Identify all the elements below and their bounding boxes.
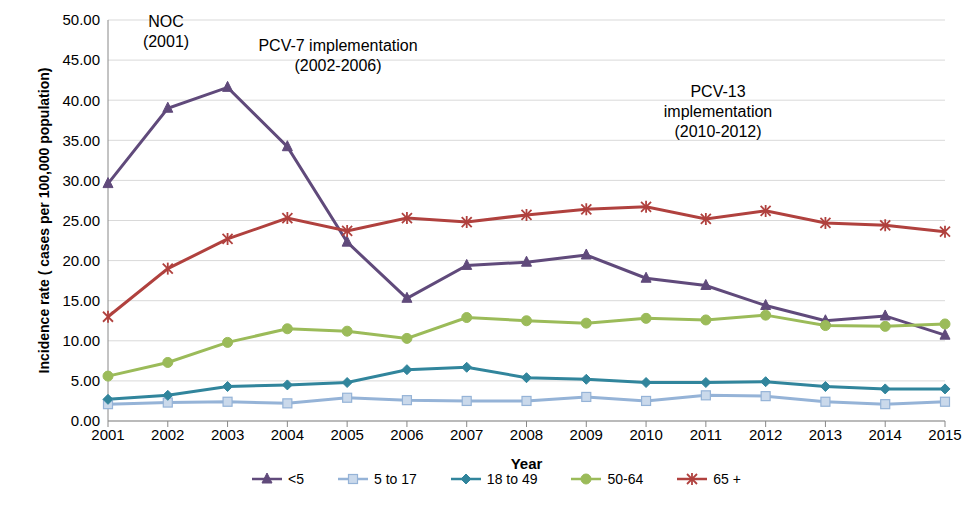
svg-text:15.00: 15.00 <box>62 292 100 309</box>
svg-text:45.00: 45.00 <box>62 51 100 68</box>
svg-text:2008: 2008 <box>510 426 543 443</box>
html-text:PCV-13: PCV-13 <box>690 83 746 100</box>
svg-text:2010: 2010 <box>629 426 662 443</box>
html-text:(2001): (2001) <box>142 33 190 50</box>
svg-text:2007: 2007 <box>450 426 483 443</box>
svg-text:2006: 2006 <box>390 426 423 443</box>
html-text:NOC: NOC <box>148 13 184 30</box>
svg-text:2004: 2004 <box>271 426 304 443</box>
svg-text:Year: Year <box>511 455 543 472</box>
svg-text:2014: 2014 <box>869 426 902 443</box>
svg-text:20.00: 20.00 <box>62 252 100 269</box>
html-text:(2002-2006): (2002-2006) <box>294 57 382 74</box>
svg-text:2013: 2013 <box>809 426 842 443</box>
svg-text:2002: 2002 <box>151 426 184 443</box>
html-text:18 to 49: 18 to 49 <box>486 471 538 487</box>
html-text:50-64: 50-64 <box>607 471 644 487</box>
svg-text:Incidence rate ( cases per 100: Incidence rate ( cases per 100,000 popul… <box>36 68 52 374</box>
svg-text:35.00: 35.00 <box>62 132 100 149</box>
html-text:<5: <5 <box>288 471 304 487</box>
svg-text:2003: 2003 <box>211 426 244 443</box>
svg-text:2015: 2015 <box>928 426 961 443</box>
html-text:(2010-2012): (2010-2012) <box>674 123 762 140</box>
html-text:5 to 17: 5 to 17 <box>374 471 417 487</box>
svg-text:5.00: 5.00 <box>71 372 100 389</box>
html-text:implementation: implementation <box>663 103 773 120</box>
svg-text:0.00: 0.00 <box>71 412 100 429</box>
svg-text:30.00: 30.00 <box>62 172 100 189</box>
svg-text:2005: 2005 <box>330 426 363 443</box>
html-text:PCV-7 implementation: PCV-7 implementation <box>258 37 418 54</box>
svg-text:2011: 2011 <box>690 426 722 443</box>
html-text:65 +: 65 + <box>713 471 741 487</box>
svg-text:50.00: 50.00 <box>62 11 100 28</box>
svg-text:10.00: 10.00 <box>62 332 100 349</box>
svg-text:2009: 2009 <box>570 426 603 443</box>
svg-text:40.00: 40.00 <box>62 92 100 109</box>
svg-text:2012: 2012 <box>749 426 782 443</box>
svg-text:2001: 2001 <box>91 425 125 443</box>
svg-text:25.00: 25.00 <box>62 212 100 229</box>
